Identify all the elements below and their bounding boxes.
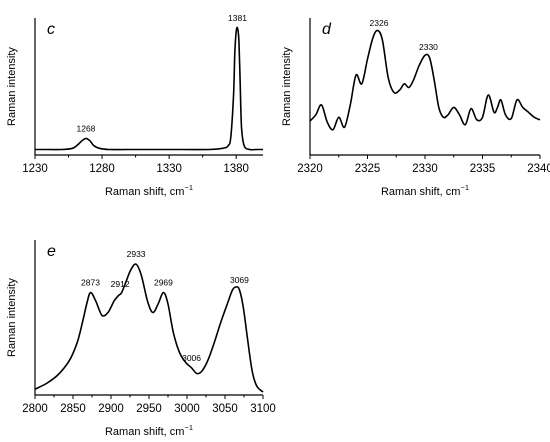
x-tick-label-e-2800: 2800 — [22, 403, 48, 415]
panel-c: 1230 1280 1330 1380 Raman shift, cm−1 Raman i… — [6, 13, 263, 198]
x-tick-label-d-2340: 2340 — [527, 163, 550, 175]
x-tick-label-e-3050: 3050 — [212, 403, 238, 415]
panel-label-e: e — [47, 243, 56, 260]
x-axis-label-d: Raman shift, cm−1 — [381, 183, 469, 198]
peak-label-e-2873: 2873 — [81, 278, 100, 288]
x-axis-label-c: Raman shift, cm−1 — [105, 183, 193, 198]
y-axis-label-c: Raman intensity — [6, 47, 18, 126]
panel-label-c: c — [47, 21, 55, 38]
panel-label-d: d — [322, 21, 332, 38]
x-tick-label-c-1280: 1280 — [89, 163, 115, 175]
x-tick-label-e-2950: 2950 — [136, 403, 162, 415]
x-tick-label-e-3100: 3100 — [250, 403, 276, 415]
x-tick-label-e-3000: 3000 — [174, 403, 200, 415]
x-tick-label-d-2320: 2320 — [297, 163, 323, 175]
spectrum-line-c — [35, 26, 263, 151]
peak-label-e-2933: 2933 — [127, 249, 146, 259]
panel-e: 2800 2850 2900 2950 3000 3050 3100 Raman shift,… — [6, 240, 276, 438]
peak-label-e-2969: 2969 — [154, 278, 173, 288]
x-tick-label-c-1230: 1230 — [22, 163, 48, 175]
x-tick-label-d-2335: 2335 — [470, 163, 496, 175]
x-tick-label-e-2850: 2850 — [60, 403, 86, 415]
x-tick-label-e-2900: 2900 — [98, 403, 124, 415]
peak-label-d-2326: 2326 — [370, 18, 389, 28]
y-axis-label-e: Raman intensity — [6, 278, 18, 357]
x-axis-label-e: Raman shift, cm−1 — [105, 423, 193, 438]
peak-label-c-1268: 1268 — [77, 123, 96, 133]
x-tick-label-d-2325: 2325 — [355, 163, 381, 175]
peak-label-e-3069: 3069 — [230, 275, 249, 285]
y-axis-label-d: Raman intensity — [281, 47, 293, 126]
x-tick-label-d-2330: 2330 — [412, 163, 438, 175]
peak-label-d-2330: 2330 — [419, 42, 438, 52]
spectrum-line-e — [34, 263, 264, 393]
peak-label-e-2912: 2912 — [111, 279, 130, 289]
peak-label-c-1381: 1381 — [228, 13, 247, 23]
spectrum-line-d — [309, 29, 541, 131]
x-tick-label-c-1380: 1380 — [223, 163, 249, 175]
panel-d: 2320 2325 2330 2335 2340 Raman shift, cm−1 Ram… — [281, 18, 550, 198]
x-tick-label-c-1330: 1330 — [156, 163, 182, 175]
peak-label-e-3006: 3006 — [182, 353, 201, 363]
